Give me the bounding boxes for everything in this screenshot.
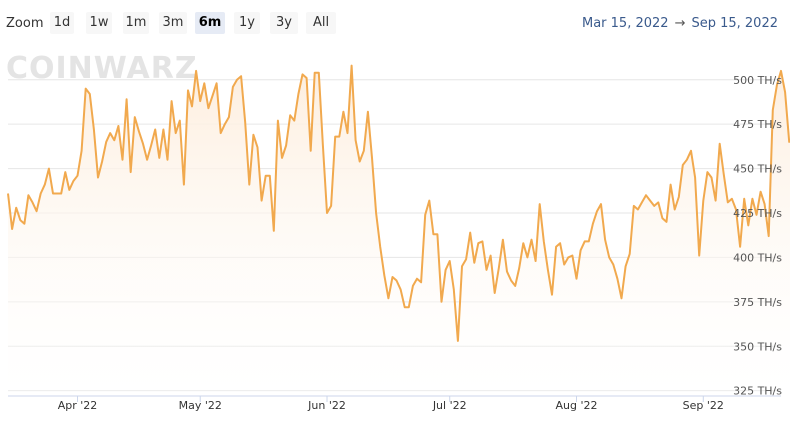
zoom-1y-button[interactable]: 1y <box>234 12 260 34</box>
x-tick-label: Jun '22 <box>307 399 346 412</box>
x-tick-label: Aug '22 <box>556 399 598 412</box>
zoom-1w-button[interactable]: 1w <box>86 12 112 34</box>
area-layer <box>7 64 790 396</box>
x-tick-label: Sep '22 <box>683 399 724 412</box>
zoom-6m-button[interactable]: 6m <box>195 12 225 34</box>
coinwarz-watermark: COINWARZ <box>6 51 198 86</box>
y-tick-label: 425 TH/s <box>733 207 782 220</box>
zoom-all-button[interactable]: All <box>306 12 336 34</box>
zoom-3y-button[interactable]: 3y <box>270 12 298 34</box>
hashrate-series-line <box>7 64 790 342</box>
arrow-right-icon: → <box>674 16 686 31</box>
zoom-1m-button[interactable]: 1m <box>123 12 149 34</box>
x-tick-label: Jul '22 <box>432 399 467 412</box>
range-toolbar: Zoom 1d 1w 1m 3m 6m 1y 3y All Mar 15, 20… <box>0 0 790 40</box>
x-tick-label: Apr '22 <box>58 399 98 412</box>
y-tick-label: 450 TH/s <box>733 163 782 176</box>
date-from-input[interactable]: Mar 15, 2022 <box>582 16 669 31</box>
y-tick-label: 500 TH/s <box>733 74 782 87</box>
y-tick-label: 400 TH/s <box>733 251 782 264</box>
zoom-1d-button[interactable]: 1d <box>50 12 74 34</box>
y-tick-label: 350 TH/s <box>733 340 782 353</box>
y-tick-label: 375 TH/s <box>733 296 782 309</box>
zoom-label: Zoom <box>6 16 44 31</box>
area-fill <box>8 65 790 396</box>
y-tick-label: 325 TH/s <box>733 385 782 398</box>
x-axis: Apr '22 May '22 Jun '22 Jul '22 Aug '22 Sep '… <box>8 395 781 412</box>
y-tick-label: 475 TH/s <box>733 118 782 131</box>
date-to-input[interactable]: Sep 15, 2022 <box>691 16 778 31</box>
x-tick-label: May '22 <box>179 399 222 412</box>
y-axis: 325 TH/s 350 TH/s 375 TH/s 400 TH/s 425 TH/s… <box>733 74 782 398</box>
zoom-3m-button[interactable]: 3m <box>159 12 187 34</box>
date-range: Mar 15, 2022 → Sep 15, 2022 <box>582 16 778 31</box>
